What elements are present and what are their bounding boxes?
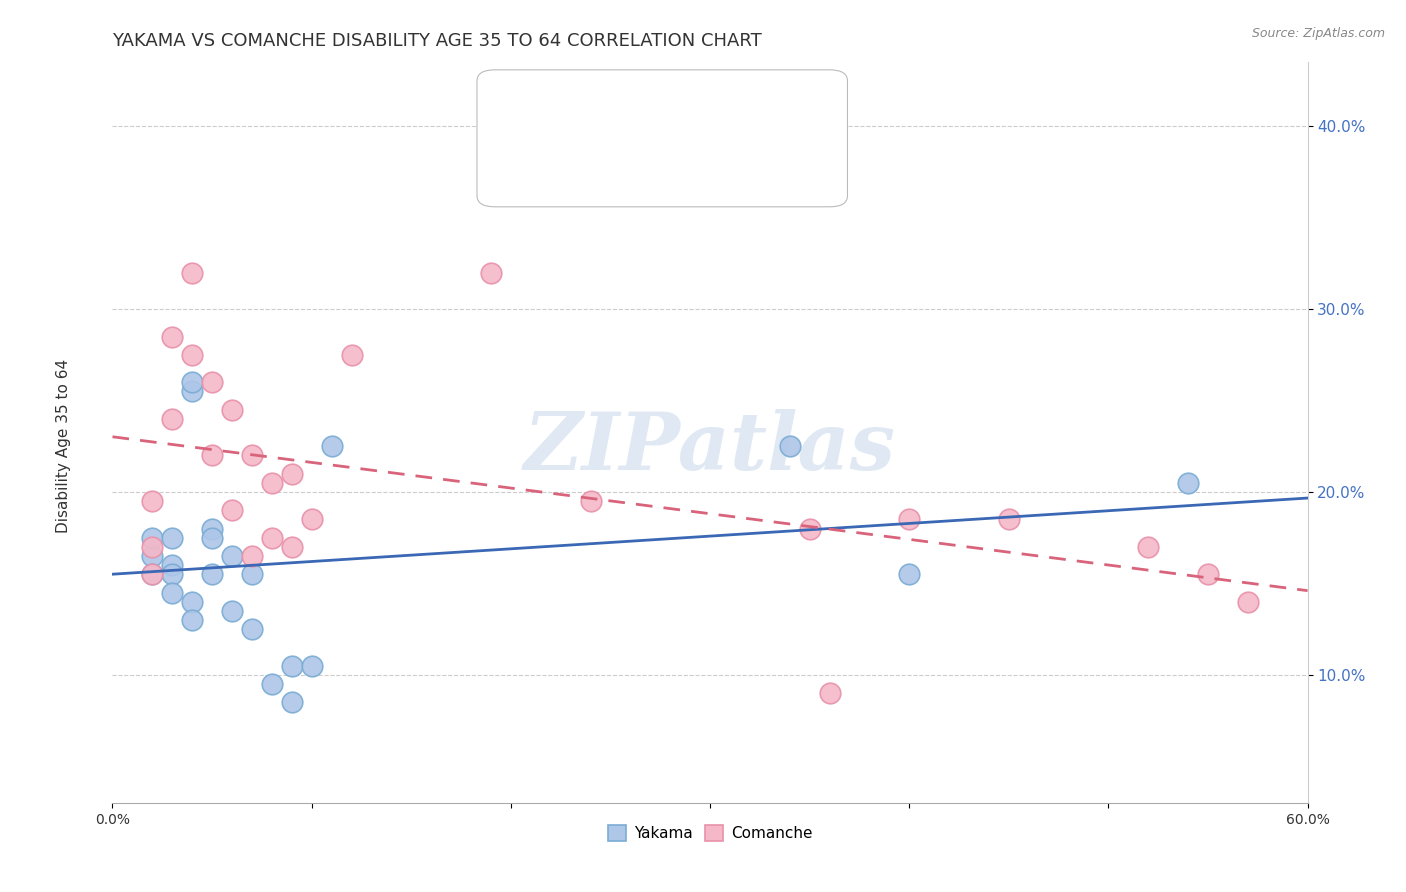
Point — [162, 567, 183, 582]
Point — [141, 549, 163, 563]
Point — [260, 475, 283, 490]
Point — [201, 449, 224, 463]
Point — [281, 467, 304, 481]
Point — [240, 549, 263, 563]
Point — [818, 686, 841, 700]
Point — [221, 604, 243, 618]
Point — [240, 622, 263, 636]
Point — [201, 531, 224, 545]
Point — [162, 531, 183, 545]
Point — [141, 531, 163, 545]
Point — [181, 595, 204, 609]
Point — [181, 348, 204, 362]
Point — [281, 658, 304, 673]
Point — [181, 613, 204, 627]
Point — [162, 585, 183, 599]
FancyBboxPatch shape — [477, 70, 848, 207]
Point — [201, 376, 224, 390]
Point — [201, 567, 224, 582]
Point — [240, 567, 263, 582]
Point — [162, 412, 183, 426]
Point — [141, 494, 163, 508]
Point — [898, 512, 921, 526]
Point — [281, 540, 304, 554]
Point — [898, 567, 921, 582]
Text: Disability Age 35 to 64: Disability Age 35 to 64 — [56, 359, 70, 533]
Point — [141, 567, 163, 582]
Point — [141, 567, 163, 582]
Point — [162, 329, 183, 343]
Point — [301, 512, 323, 526]
Point — [799, 522, 821, 536]
Point — [1137, 540, 1160, 554]
Legend: Yakama, Comanche: Yakama, Comanche — [602, 819, 818, 847]
Text: YAKAMA VS COMANCHE DISABILITY AGE 35 TO 64 CORRELATION CHART: YAKAMA VS COMANCHE DISABILITY AGE 35 TO … — [112, 32, 762, 50]
Text: Source: ZipAtlas.com: Source: ZipAtlas.com — [1251, 27, 1385, 40]
Point — [779, 439, 801, 453]
Point — [1197, 567, 1219, 582]
Point — [201, 522, 224, 536]
Text: ZIPatlas: ZIPatlas — [524, 409, 896, 486]
Point — [181, 376, 204, 390]
Point — [579, 494, 602, 508]
Point — [240, 449, 263, 463]
Point — [260, 531, 283, 545]
Point — [181, 384, 204, 399]
Point — [1177, 475, 1199, 490]
Point — [340, 348, 363, 362]
Point — [321, 439, 343, 453]
Point — [301, 658, 323, 673]
Point — [181, 266, 204, 280]
Point — [221, 402, 243, 417]
Point — [281, 695, 304, 709]
Point — [221, 549, 243, 563]
Point — [998, 512, 1021, 526]
Point — [162, 558, 183, 573]
Point — [260, 677, 283, 691]
Point — [221, 503, 243, 517]
Point — [141, 540, 163, 554]
Point — [1237, 595, 1260, 609]
Point — [479, 266, 502, 280]
